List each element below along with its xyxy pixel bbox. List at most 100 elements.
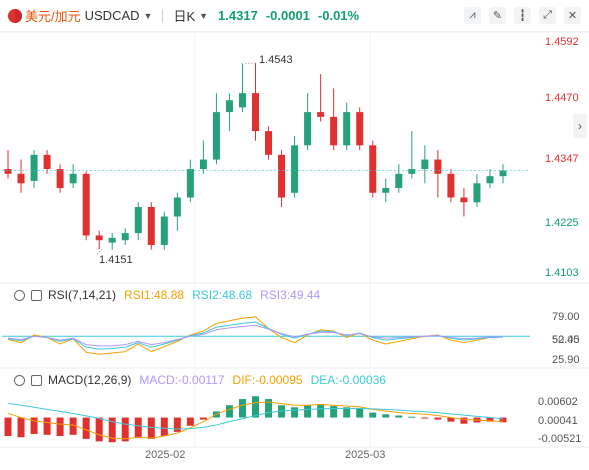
rsi3-line (7, 324, 504, 347)
divider (162, 8, 164, 23)
macd-bar (447, 417, 455, 422)
macd-bar (382, 414, 390, 418)
candle-body (395, 173, 403, 189)
candle-body (238, 93, 246, 108)
pair-name[interactable]: 美元/加元 (25, 9, 81, 24)
candle-body (199, 159, 207, 170)
candlestick-series (2, 62, 530, 256)
candle-body (486, 176, 494, 184)
price-tick: 1.4347 (545, 153, 579, 165)
rsi3-value: RSI3:49.44 (260, 288, 321, 302)
settings-gear-icon[interactable] (31, 374, 42, 386)
macd-bar (225, 405, 233, 418)
price-change-percent: -0.01% (317, 8, 360, 23)
currency-flag-icon (8, 8, 22, 23)
period-selector[interactable]: 日K (173, 9, 196, 24)
candle-body (186, 169, 194, 198)
macd-bar (121, 417, 129, 442)
candle-body (434, 159, 442, 174)
rsi-tick: 79.00 (552, 311, 580, 323)
candle-body (252, 93, 259, 132)
draw-icon[interactable]: ✎ (489, 7, 506, 24)
macd-bar (421, 417, 429, 419)
candle-body (212, 112, 220, 160)
expand-icon[interactable]: ⤢ (539, 7, 556, 24)
candle-body (369, 145, 377, 193)
settings-gear-icon[interactable] (31, 289, 42, 301)
collapse-arrow-icon[interactable]: › (573, 114, 587, 138)
indicator-icon[interactable]: ⩘ (464, 7, 481, 24)
macd-bar (343, 407, 351, 418)
candle-body (225, 100, 233, 113)
macd-legend: MACD(12,26,9) MACD:-0.00117 DIF:-0.00095… (14, 373, 386, 387)
macd-bar (369, 412, 377, 418)
date-tick: 2025-02 (145, 449, 185, 461)
candle-body (69, 173, 77, 184)
candle-body (4, 169, 12, 174)
price-tick: 1.4225 (545, 217, 579, 229)
macd-bar (460, 417, 468, 424)
candle-body (147, 207, 155, 245)
macd-value: MACD:-0.00117 (139, 373, 225, 387)
rsi-legend: RSI(7,14,21) RSI1:48.88 RSI2:48.68 RSI3:… (14, 288, 320, 302)
candle-body (460, 197, 468, 203)
symbol-dropdown-icon[interactable]: ▼ (143, 10, 153, 21)
low-label: 1.4151 (99, 254, 133, 266)
candle-body (43, 154, 51, 170)
close-icon[interactable]: ✕ (564, 7, 581, 24)
dif-line (7, 401, 504, 440)
macd-bar (304, 405, 312, 418)
macd-bar (434, 417, 442, 420)
last-price: 1.4317 (218, 8, 258, 23)
candle-body (317, 112, 325, 117)
candle-body (421, 159, 429, 170)
candle-body (278, 154, 286, 198)
macd-bar (265, 399, 273, 418)
macd-bar (43, 417, 51, 435)
rsi2-value: RSI2:48.68 (192, 288, 253, 302)
rsi-tick: 52.45 (552, 334, 580, 346)
macd-bar (395, 415, 403, 418)
candle-body (382, 188, 390, 193)
candle-style-icon[interactable]: ┇ (514, 7, 531, 24)
hide-eye-icon[interactable] (14, 289, 25, 301)
rsi-name: RSI(7,14,21) (48, 288, 117, 302)
macd-bar (134, 417, 142, 439)
hide-eye-icon[interactable] (14, 374, 25, 386)
candle-body (121, 233, 129, 241)
macd-bar (252, 396, 259, 418)
macd-bar (69, 417, 77, 435)
macd-bar (56, 417, 64, 437)
symbol-code[interactable]: USDCAD (84, 8, 140, 23)
rsi-series (2, 316, 530, 355)
macd-tick: -0.00521 (538, 433, 581, 445)
toolbar: ⩘ ✎ ┇ ⤢ ✕ (464, 7, 581, 24)
candle-body (160, 216, 168, 245)
dea-value: DEA:-0.00036 (310, 373, 386, 387)
candle-body (330, 116, 338, 146)
macd-bar (17, 417, 25, 438)
macd-bar (160, 417, 168, 437)
candle-body (343, 112, 351, 146)
price-tick: 1.4592 (545, 36, 579, 48)
macd-bar (330, 406, 338, 418)
candle-body (265, 131, 273, 155)
macd-bar (4, 417, 12, 437)
macd-tick: 0.00602 (538, 396, 578, 408)
macd-bar (499, 417, 507, 423)
period-dropdown-icon[interactable]: ▼ (199, 10, 209, 21)
candle-body (291, 145, 299, 193)
price-tick: 1.4103 (545, 267, 579, 279)
chart-header: 美元/加元 USDCAD ▼ 日K ▼ 1.4317 -0.0001 -0.01… (0, 0, 589, 32)
candle-body (173, 197, 181, 217)
rsi1-value: RSI1:48.88 (124, 288, 185, 302)
macd-bar (199, 417, 207, 420)
candle-body (134, 207, 142, 234)
date-tick: 2025-03 (345, 449, 385, 461)
candle-body (447, 173, 455, 198)
candle-body (82, 173, 90, 236)
rsi-tick: 50.00 (552, 334, 580, 346)
candle-body (408, 169, 416, 174)
macd-bar (356, 408, 364, 418)
